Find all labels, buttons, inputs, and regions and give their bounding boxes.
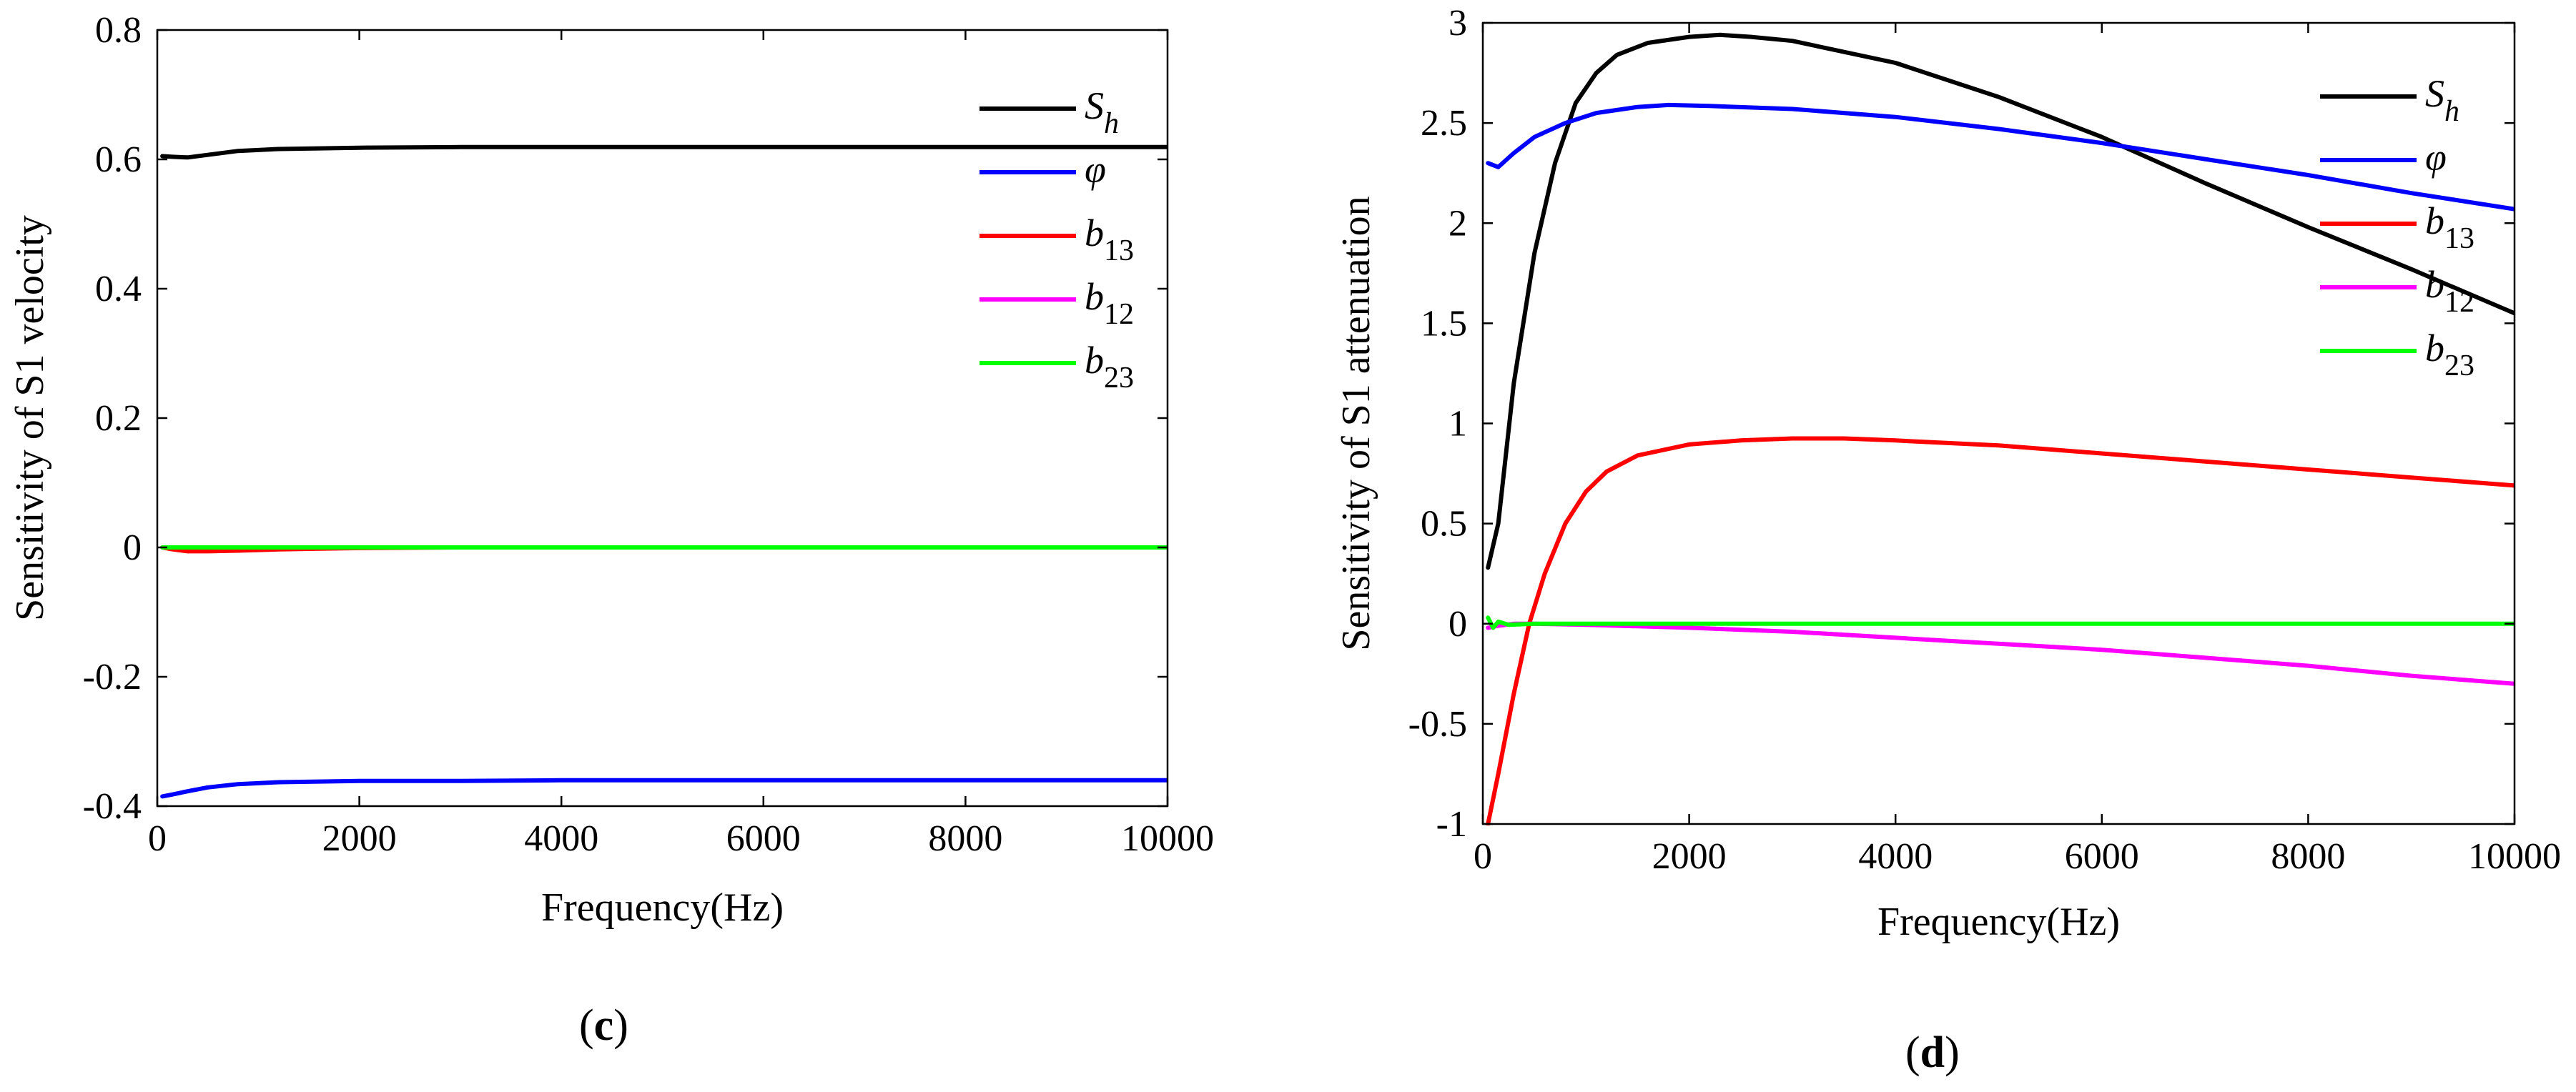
y-tick-label: 3: [1449, 3, 1467, 44]
y-axis-label: Sensitivity of S1 attenuation: [1334, 196, 1378, 650]
y-tick-label: 0.8: [95, 10, 142, 51]
series-line-phi: [1486, 102, 2515, 212]
series-line-b12: [1486, 621, 2515, 686]
legend-entry-label: b12: [2425, 263, 2474, 319]
x-axis-label: Frequency(Hz): [541, 885, 784, 930]
x-tick-label: 2000: [322, 818, 397, 859]
y-tick-label: 1.5: [1421, 303, 1467, 344]
x-tick-label: 2000: [1652, 836, 1727, 877]
legend-entry-label: b12: [1085, 275, 1134, 331]
legend-entry-label: b23: [2425, 327, 2474, 382]
legend-entry-label: φ: [2425, 136, 2447, 179]
x-axis-label: Frequency(Hz): [1877, 900, 2120, 944]
x-tick-label: 6000: [2065, 836, 2139, 877]
legend-entry-label: φ: [1085, 148, 1106, 191]
series-line-b13: [1486, 436, 2515, 825]
plot-frame: [1481, 21, 2516, 825]
x-tick-label: 4000: [524, 818, 598, 859]
y-tick-label: 0.2: [95, 398, 142, 439]
x-tick-label: 10000: [1121, 818, 1214, 859]
series-line-b23: [1486, 615, 2515, 630]
y-tick-label: 2.5: [1421, 103, 1467, 144]
x-tick-label: 10000: [2468, 836, 2561, 877]
x-tick-label: 8000: [928, 818, 1002, 859]
panel-label-d: (d): [1905, 1028, 1960, 1077]
x-tick-label: 0: [1474, 836, 1492, 877]
x-tick-label: 8000: [2271, 836, 2345, 877]
y-tick-label: 0.6: [95, 139, 142, 180]
chart-panel-d: 0 2000 4000 6000 8000 10000 -1 -0.5 0 0.5 1 1.5 2 2.5…: [1334, 3, 2561, 944]
series-line-Sh: [1486, 32, 2515, 570]
y-tick-label: -0.5: [1408, 704, 1467, 745]
y-tick-label: -1: [1436, 804, 1467, 845]
series-line-Sh: [160, 144, 1168, 160]
series-line-phi: [160, 778, 1168, 799]
x-tick-label: 6000: [726, 818, 801, 859]
legend: Sh φ b13 b12 b23: [979, 84, 1134, 394]
series-group: [160, 144, 1168, 799]
chart-panel-c: 0 2000 4000 6000 8000 10000 -0.4 -0.2 0 0.2 0.4 0.6…: [8, 10, 1214, 930]
y-tick-label: 0.5: [1421, 504, 1467, 545]
legend-entry-label: Sh: [2425, 72, 2459, 128]
legend: Sh φ b13 b12 b23: [2320, 72, 2474, 382]
legend-entry-label: b13: [1085, 212, 1134, 267]
y-tick-label: 0: [1449, 604, 1467, 645]
y-tick-label: 2: [1449, 203, 1467, 244]
legend-entry-label: Sh: [1085, 84, 1119, 140]
y-tick-label: 0: [123, 527, 142, 568]
y-tick-label: -0.2: [83, 657, 142, 698]
y-tick-label: 0.4: [95, 269, 142, 309]
y-tick-label: 1: [1449, 404, 1467, 445]
legend-entry-label: b23: [1085, 339, 1134, 394]
y-tick-label: -0.4: [83, 786, 142, 827]
x-tick-label: 0: [148, 818, 167, 859]
series-group: [1486, 32, 2515, 825]
x-tick-label: 4000: [1858, 836, 1933, 877]
legend-entry-label: b13: [2425, 199, 2474, 255]
panel-label-c: (c): [579, 1001, 628, 1050]
y-axis-label: Sensitivity of S1 velocity: [8, 215, 52, 621]
